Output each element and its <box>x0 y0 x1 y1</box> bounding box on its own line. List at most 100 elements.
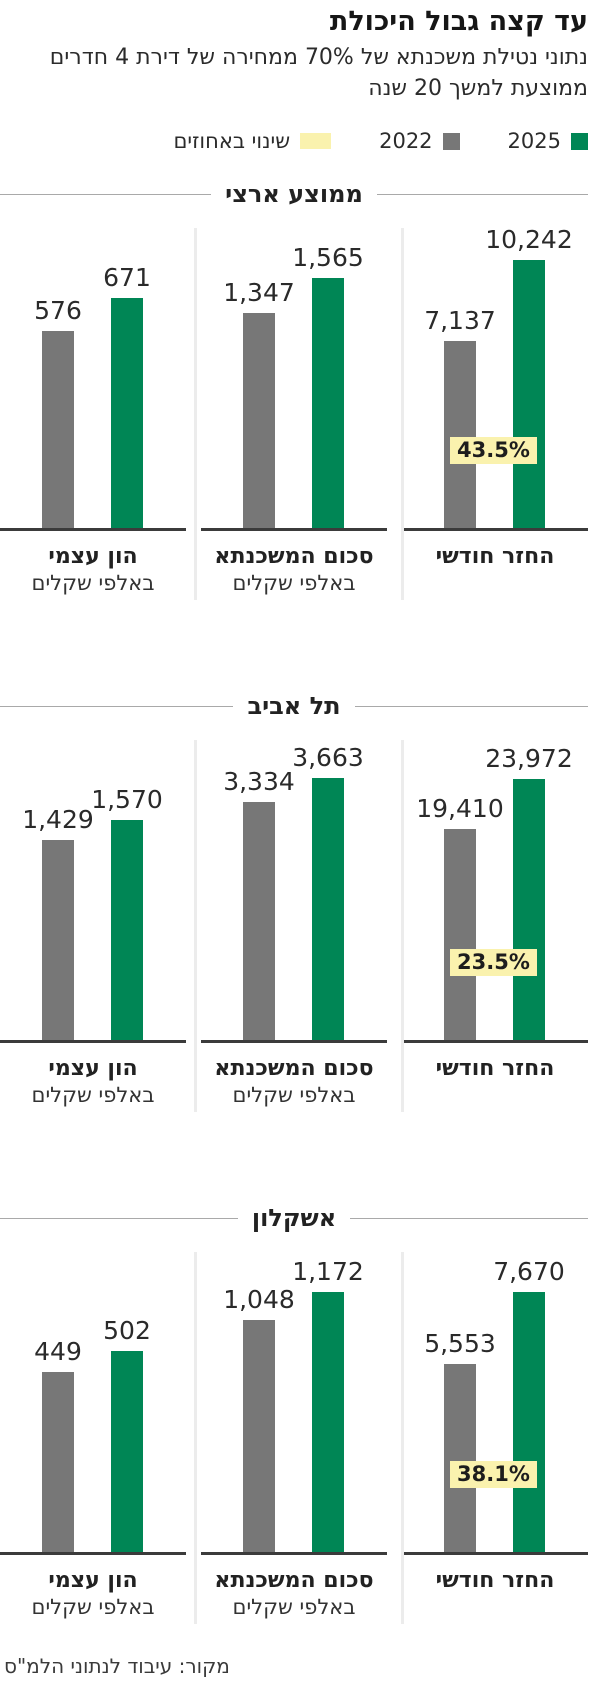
legend-swatch-2022 <box>442 132 460 150</box>
panel-divider <box>194 1252 197 1624</box>
bar-value-label-2022: 1,048 <box>223 1285 295 1314</box>
sections: ממוצע ארצי 576 671 1,347 1,565 7,137 10,242 43.… <box>0 180 588 1624</box>
panel-divider <box>401 740 404 1112</box>
section-header: ממוצע ארצי <box>0 180 588 208</box>
panel-הון עצמי: 576 671 <box>0 228 186 531</box>
chart-subtitle-line2: ממוצעת למשך 20 שנה <box>368 76 588 101</box>
header-rule-right <box>376 193 588 195</box>
category-label: הון עצמי באלפי שקלים <box>0 1568 186 1620</box>
category-name: החזר חודשי <box>435 544 555 569</box>
bar-value-label-2025: 7,670 <box>493 1257 565 1286</box>
bar-value-label-2025: 1,172 <box>292 1257 364 1286</box>
percent-change-badge: 43.5% <box>450 437 537 464</box>
bar-2022 <box>243 1320 275 1552</box>
bar-2025 <box>312 278 344 528</box>
bar-2022 <box>42 840 74 1040</box>
panel-הון עצמי: 449 502 <box>0 1252 186 1555</box>
percent-change-badge: 38.1% <box>450 1461 537 1488</box>
chart-row: 576 671 1,347 1,565 7,137 10,242 43.5% <box>0 226 588 531</box>
legend-label-2022: 2022 <box>379 129 433 153</box>
section-header: תל אביב <box>0 692 588 720</box>
bar-2022 <box>444 1364 476 1552</box>
bar-2025 <box>111 298 143 528</box>
legend-swatch-2025 <box>571 132 588 150</box>
header-rule-left <box>0 705 234 707</box>
category-label: הון עצמי באלפי שקלים <box>0 544 186 596</box>
panel-החזר חודשי: 5,553 7,670 38.1% <box>402 1252 588 1555</box>
legend-item-2022: 2022 <box>379 129 460 153</box>
header-rule-left <box>0 1217 238 1219</box>
legend-item-change: שינוי באחוזים <box>173 129 332 153</box>
bar-2025 <box>513 260 545 528</box>
category-label: סכום המשכנתא באלפי שקלים <box>201 1568 387 1620</box>
panel-הון עצמי: 1,429 1,570 <box>0 740 186 1043</box>
header-rule-left <box>0 193 212 195</box>
panel-divider <box>194 228 197 600</box>
category-name: הון עצמי <box>48 1056 138 1081</box>
bar-2025 <box>312 1292 344 1552</box>
category-unit: באלפי שקלים <box>232 1595 356 1619</box>
percent-change-badge: 23.5% <box>450 949 537 976</box>
category-name: סכום המשכנתא <box>214 1568 374 1593</box>
panel-divider <box>194 740 197 1112</box>
bar-value-label-2022: 3,334 <box>223 767 295 796</box>
bar-2025 <box>513 779 545 1040</box>
header-rule-right <box>350 1217 588 1219</box>
category-labels-row: הון עצמי באלפי שקלים סכום המשכנתא באלפי שקל… <box>0 1555 588 1620</box>
bar-value-label-2022: 5,553 <box>424 1329 496 1358</box>
bar-2022 <box>42 331 74 528</box>
panel-divider <box>401 1252 404 1624</box>
category-name: החזר חודשי <box>435 1056 555 1081</box>
legend-swatch-change <box>300 133 332 149</box>
bar-value-label-2022: 1,347 <box>223 278 295 307</box>
category-unit: באלפי שקלים <box>31 571 155 595</box>
category-name: סכום המשכנתא <box>214 1056 374 1081</box>
section-title: תל אביב <box>247 692 341 720</box>
bar-2025 <box>111 820 143 1040</box>
section-header: אשקלון <box>0 1204 588 1232</box>
category-unit: באלפי שקלים <box>31 1083 155 1107</box>
bar-value-label-2025: 1,565 <box>292 243 364 272</box>
category-label: הון עצמי באלפי שקלים <box>0 1056 186 1108</box>
legend: 2025 2022 שינוי באחוזים <box>0 129 588 153</box>
panel-החזר חודשי: 7,137 10,242 43.5% <box>402 226 588 531</box>
bar-2022 <box>42 1372 74 1552</box>
chart-subtitle: נתוני נטילת משכנתא של 70% ממחירה של דירת… <box>0 42 588 104</box>
category-name: סכום המשכנתא <box>214 544 374 569</box>
bar-value-label-2025: 3,663 <box>292 743 364 772</box>
bar-2022 <box>243 313 275 528</box>
bar-value-label-2022: 576 <box>34 296 82 325</box>
source-note: מקור: עיבוד לנתוני הלמ"ס <box>4 1654 230 1678</box>
panel-divider <box>401 228 404 600</box>
header-rule-right <box>354 705 588 707</box>
bar-value-label-2025: 1,570 <box>91 785 163 814</box>
bar-value-label-2025: 671 <box>103 263 151 292</box>
legend-item-2025: 2025 <box>508 129 588 153</box>
category-name: הון עצמי <box>48 544 138 569</box>
category-name: הון עצמי <box>48 1568 138 1593</box>
panel-סכום המשכנתא: 3,334 3,663 <box>201 740 387 1043</box>
bar-2025 <box>513 1292 545 1552</box>
bar-2022 <box>444 829 476 1040</box>
chart-subtitle-line1: נתוני נטילת משכנתא של 70% ממחירה של דירת… <box>49 45 588 70</box>
panel-סכום המשכנתא: 1,048 1,172 <box>201 1252 387 1555</box>
bar-value-label-2022: 1,429 <box>22 805 94 834</box>
category-label: סכום המשכנתא באלפי שקלים <box>201 544 387 596</box>
bar-2025 <box>312 778 344 1040</box>
section-title: ממוצע ארצי <box>225 180 363 208</box>
bar-value-label-2025: 502 <box>103 1316 151 1345</box>
category-labels-row: הון עצמי באלפי שקלים סכום המשכנתא באלפי שקל… <box>0 1043 588 1108</box>
section-title: אשקלון <box>251 1204 337 1232</box>
bar-value-label-2022: 19,410 <box>416 794 504 823</box>
section-1: ממוצע ארצי 576 671 1,347 1,565 7,137 10,242 43.… <box>0 180 588 600</box>
chart-row: 449 502 1,048 1,172 5,553 7,670 38.1% <box>0 1252 588 1555</box>
bar-value-label-2022: 449 <box>34 1337 82 1366</box>
bar-value-label-2022: 7,137 <box>424 306 496 335</box>
bar-2022 <box>243 802 275 1040</box>
panel-החזר חודשי: 19,410 23,972 23.5% <box>402 740 588 1043</box>
category-labels-row: הון עצמי באלפי שקלים סכום המשכנתא באלפי שקל… <box>0 531 588 596</box>
category-unit: באלפי שקלים <box>232 571 356 595</box>
chart-row: 1,429 1,570 3,334 3,663 19,410 23,972 23.5% <box>0 740 588 1043</box>
legend-label-2025: 2025 <box>507 129 561 153</box>
